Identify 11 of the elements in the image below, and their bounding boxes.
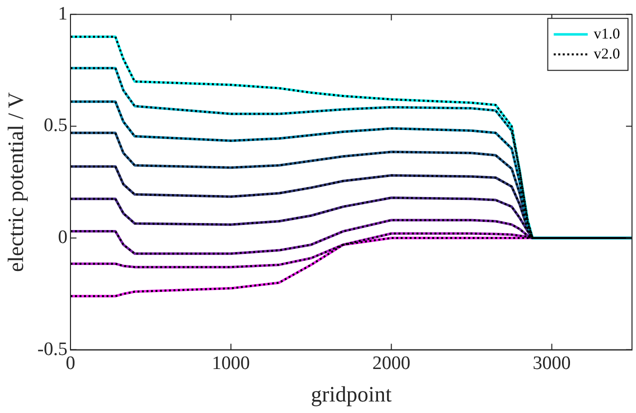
legend-label: v1.0 [594, 26, 620, 42]
x-axis-title: gridpoint [310, 382, 392, 407]
x-tick-label: 2000 [372, 353, 410, 374]
x-tick-label: 1000 [212, 353, 250, 374]
y-tick-label: 0.5 [44, 115, 68, 136]
y-tick-label: 0 [58, 226, 68, 248]
y-tick-label: 1 [58, 3, 68, 24]
y-axis-title: electric potential / V [2, 92, 28, 272]
x-tick-label: 3000 [532, 353, 571, 374]
y-tick-label: -0.5 [37, 338, 68, 360]
legend-label: v2.0 [594, 46, 620, 62]
